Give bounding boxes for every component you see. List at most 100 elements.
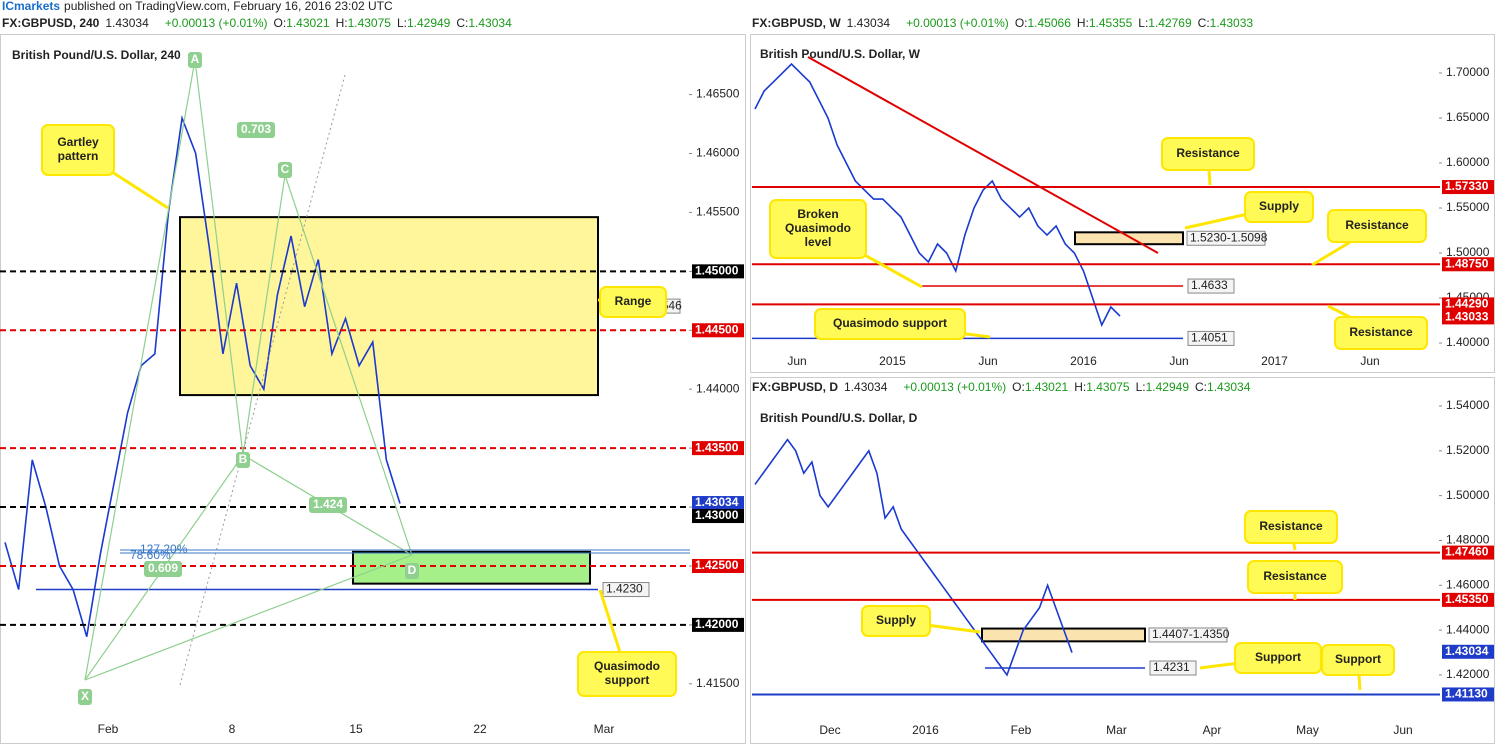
pattern-label-box	[78, 689, 92, 705]
level-label: 1.41130	[1445, 687, 1488, 701]
pattern-label: X	[81, 689, 89, 703]
zone-label-box	[1186, 230, 1266, 246]
y-tick-label: 1.44000	[696, 381, 740, 395]
ohlc-key: H:	[336, 16, 348, 30]
ohlc-value: 1.45355	[1089, 16, 1133, 30]
callout-box	[1247, 560, 1343, 594]
pattern-label: C	[281, 162, 290, 176]
x-tick-label: Jun	[1169, 354, 1188, 368]
pattern-label-box	[144, 561, 182, 577]
callout-text: Resistance	[1259, 519, 1323, 533]
zone-label: 1.4407-1.4350	[1152, 627, 1230, 641]
level-label-box	[1442, 545, 1494, 560]
y-tick-label: 1.60000	[1446, 155, 1490, 169]
level-label-box	[692, 496, 744, 511]
level-label-box	[692, 264, 744, 279]
ohlc-key: O:	[274, 16, 287, 30]
callout-text: Resistance	[1349, 325, 1413, 339]
callout-text: Quasimodo support	[833, 316, 947, 330]
callout-box	[577, 651, 677, 697]
level-label: 1.43000	[695, 508, 739, 522]
level-label: 1.44500	[695, 322, 739, 336]
pattern-label: D	[408, 563, 417, 577]
panel-title: British Pound/U.S. Dollar, W	[760, 47, 921, 61]
level-label-box	[1442, 257, 1494, 272]
published: published on TradingView.com, February 1…	[64, 0, 393, 13]
ohlc-value: 1.43075	[1086, 380, 1130, 394]
x-tick-label: 22	[473, 722, 487, 736]
callout-text: level	[805, 235, 832, 249]
symbol-header: FX:GBPUSD, W 1.43034 +0.00013 (+0.01%) O:1.…	[752, 16, 1253, 30]
trend-line	[807, 56, 1159, 254]
panel-title: British Pound/U.S. Dollar, D	[760, 411, 918, 425]
segment-label: 1.4231	[1153, 660, 1190, 674]
pattern-line	[84, 554, 413, 681]
pattern-label-box	[236, 452, 250, 468]
callout-box	[1161, 137, 1255, 171]
y-tick-label: 1.48000	[1446, 533, 1490, 547]
ohlc-key: C:	[456, 16, 468, 30]
symbol: FX:GBPUSD, D	[752, 380, 838, 394]
pattern-label: 0.703	[241, 122, 271, 136]
pattern-label-box	[237, 122, 275, 138]
ohlc-value: 1.42769	[1148, 16, 1192, 30]
callout-text: Resistance	[1263, 569, 1327, 583]
callout-text: Quasimodo	[594, 659, 660, 673]
ohlc-key: C:	[1198, 16, 1210, 30]
zone-label-box	[1148, 627, 1228, 643]
callout-box	[41, 124, 115, 176]
price-line	[754, 438, 1073, 677]
callout-box	[1327, 209, 1427, 243]
level-label-box	[692, 509, 744, 524]
pattern-label-box	[188, 52, 202, 68]
segment-label: 1.4051	[1191, 331, 1228, 345]
level-label: 1.57330	[1445, 179, 1489, 193]
x-tick-label: 15	[349, 722, 363, 736]
pattern-label: 1.424	[313, 497, 343, 511]
ohlc-key: L:	[1138, 16, 1148, 30]
price-line	[754, 62, 1121, 328]
callout-text: pattern	[58, 149, 99, 163]
ohlc-key: L:	[1136, 380, 1146, 394]
level-label-box	[1442, 310, 1494, 325]
level-label: 1.47460	[1445, 545, 1489, 559]
callout-box	[1321, 644, 1395, 676]
x-tick-label: 8	[229, 722, 236, 736]
pattern-label: 0.609	[148, 561, 178, 575]
callout-text: support	[605, 673, 650, 687]
level-label-box	[1442, 297, 1494, 312]
last-price: 1.43034	[105, 16, 149, 30]
pattern-label-box	[278, 162, 292, 178]
ohlc-value: 1.43075	[348, 16, 392, 30]
level-label-box	[692, 441, 744, 456]
y-tick-label: 1.40000	[1446, 335, 1490, 349]
x-tick-label: 2015	[879, 354, 906, 368]
pattern-label: B	[239, 452, 248, 466]
level-label-box	[1442, 180, 1494, 195]
level-label: 1.43500	[695, 440, 739, 454]
ohlc-key: O:	[1015, 16, 1028, 30]
segment-label-box	[1187, 330, 1235, 346]
pattern-label-box	[405, 563, 419, 579]
callout-box	[1334, 316, 1428, 350]
pattern-line	[84, 59, 196, 681]
level-label-box	[1442, 644, 1494, 659]
publish-line: ICmarkets published on TradingView.com, F…	[2, 0, 393, 13]
y-tick-label: 1.42000	[1446, 667, 1490, 681]
panel-border	[750, 34, 1495, 373]
publisher: ICmarkets	[2, 0, 60, 13]
callout-box	[769, 199, 867, 259]
x-tick-label: Jun	[787, 354, 806, 368]
last-price: 1.43034	[847, 16, 891, 30]
symbol: FX:GBPUSD, 240	[2, 16, 100, 30]
callout-text: Support	[1335, 652, 1381, 666]
level-label: 1.43034	[1445, 644, 1489, 658]
segment-label: 1.4230	[606, 582, 643, 596]
symbol: FX:GBPUSD, W	[752, 16, 841, 30]
callout-text: Resistance	[1176, 146, 1240, 160]
fib-label: 78.60%	[130, 548, 171, 562]
ohlc-value: 1.42949	[407, 16, 451, 30]
level-label: 1.43034	[695, 495, 739, 509]
symbol-header: FX:GBPUSD, D 1.43034 +0.00013 (+0.01%) O:1.…	[752, 380, 1251, 394]
